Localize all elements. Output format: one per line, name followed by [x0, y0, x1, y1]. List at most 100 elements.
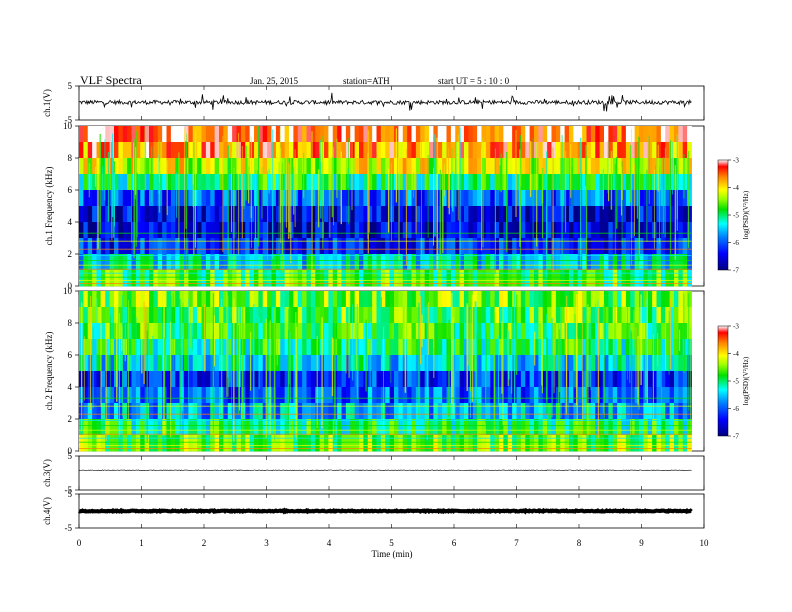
ch2-spectrogram-cell	[310, 339, 316, 356]
ch1-spectrogram-cell	[420, 126, 426, 143]
ch1-spectrogram-cell	[118, 142, 124, 159]
ch1-spectrogram-cell	[341, 270, 347, 287]
ch1-spectrogram-cell	[354, 254, 360, 271]
ch1-spectrogram-cell	[555, 174, 561, 191]
ch2-spectrogram-cell	[96, 339, 102, 356]
ch2-spectrogram-cell	[109, 387, 115, 404]
ch2-spectrogram-cell	[324, 371, 329, 388]
ch2-spectrogram-cell	[481, 323, 487, 340]
ch2-spectrogram-cell	[372, 387, 377, 404]
ch1-spectrogram-cell	[175, 158, 181, 175]
ch1-spectrogram-cell	[560, 206, 566, 223]
ch1-spectrogram-cell	[289, 254, 294, 271]
ch1-spectrogram-cell	[188, 174, 194, 191]
ch4-waveform-ytick-label: -5	[65, 523, 73, 533]
ch2-spectrogram-cell	[455, 403, 461, 420]
ch1-spectrogram-cell	[394, 238, 399, 255]
ch2-spectrogram-cell	[503, 387, 509, 404]
ch2-spectrogram-cell	[621, 435, 627, 452]
ch1-spectrogram-cell	[127, 142, 132, 159]
ch1-spectrogram-cell	[538, 142, 544, 159]
ch1-spectrogram-cell	[525, 174, 531, 191]
colorbar-ch1: -3-4-5-6-7 log(PSD)(V²/Hz)	[717, 157, 750, 275]
ch2-spectrogram-cell	[437, 339, 443, 356]
ch1-spectrogram-cell	[118, 206, 124, 223]
ch2-spectrogram-cell	[249, 435, 255, 452]
ch2-spectrogram-cell	[429, 291, 434, 308]
ch2-spectrogram-cell	[363, 435, 369, 452]
ch2-spectrogram-cell	[547, 371, 552, 388]
ch2-spectrogram-cell	[529, 339, 535, 356]
ch2-spectrogram-cell	[210, 387, 216, 404]
ch1-spectrogram-cell	[245, 222, 251, 239]
ch2-spectrogram-cell	[227, 435, 233, 452]
ch1-spectrogram-cell	[617, 238, 622, 255]
ch1-spectrogram-cell	[687, 206, 692, 223]
ch1-spectrogram-cell	[599, 190, 605, 207]
ch2-spectrogram-cell	[407, 355, 412, 372]
ch2-spectrogram-cell	[122, 355, 128, 372]
ch1-spectrogram-cell	[534, 254, 539, 271]
ch2-spectrogram-cell	[459, 371, 465, 388]
ch1-spectrogram-cell	[674, 190, 679, 207]
ch2-spectrogram-cell	[249, 323, 255, 340]
ch1-spectrogram-cell	[179, 254, 185, 271]
ch2-spectrogram-cell	[184, 387, 189, 404]
ch2-spectrogram-cell	[337, 435, 342, 452]
ch1-spectrogram-cell	[319, 206, 325, 223]
ch1-spectrogram-cell	[481, 190, 487, 207]
ch2-spectrogram-cell	[324, 387, 329, 404]
ch2-spectrogram-cell	[380, 419, 386, 436]
ch1-spectrogram-cell	[100, 174, 106, 191]
ch1-spectrogram-cell	[525, 126, 531, 143]
ch1-spectrogram-cell	[332, 238, 338, 255]
ch1-spectrogram-cell	[450, 126, 456, 143]
ch1-spectrogram-cell	[122, 190, 128, 207]
ch2-spectrogram-cell	[100, 435, 106, 452]
ch2-spectrogram-cell	[499, 403, 504, 420]
ch2-spectrogram-cell	[507, 307, 513, 324]
ch1-spectrogram-cell	[254, 222, 259, 239]
ch2-spectrogram-cell	[267, 291, 272, 308]
ch1-spectrogram-cell	[114, 222, 119, 239]
ch2-spectrogram-cell	[442, 339, 447, 356]
ch1-spectrogram-cell	[271, 126, 277, 143]
colorbar-tick-label: -5	[733, 378, 739, 386]
ch1-spectrogram-cell	[525, 238, 531, 255]
ch2-spectrogram-cell	[359, 355, 364, 372]
ch2-spectrogram-cell	[359, 323, 364, 340]
ch1-spectrogram-cell	[472, 206, 478, 223]
ch1-spectrogram-cell	[240, 190, 246, 207]
ch1-spectrogram-cell	[332, 222, 338, 239]
ch1-spectrogram-cell	[262, 158, 268, 175]
ch2-spectrogram-cell	[345, 371, 351, 388]
ch2-spectrogram-cell	[337, 291, 342, 308]
ch1-spectrogram-cell	[525, 190, 531, 207]
ch2-spectrogram-cell	[621, 371, 627, 388]
ch2-spectrogram-cell	[297, 419, 303, 436]
ch1-spectrogram-cell	[267, 142, 272, 159]
ch1-spectrogram-cell	[499, 206, 504, 223]
ch2-spectrogram-cell	[490, 323, 496, 340]
ch1-spectrogram-cell	[538, 174, 544, 191]
ch1-spectrogram-cell	[210, 142, 216, 159]
ch1-spectrogram-cell	[109, 254, 115, 271]
ch2-spectrogram-cell	[284, 387, 290, 404]
ch2-spectrogram-cell	[674, 291, 679, 308]
ch2-spectrogram-cell	[599, 435, 605, 452]
ch1-spectrogram-cell	[687, 270, 692, 287]
ch2-spectrogram-cell	[92, 339, 97, 356]
ch1-spectrogram-cell	[240, 270, 246, 287]
ch1-spectrogram-cell	[205, 206, 211, 223]
ch2-spectrogram-cell	[96, 371, 102, 388]
ch1-spectrogram-cell	[459, 270, 465, 287]
colorbar-ch2-scale	[717, 325, 729, 437]
ch2-spectrogram-cell	[643, 419, 649, 436]
ch2-spectrogram-cell	[359, 435, 364, 452]
ch1-spectrogram-cell	[122, 126, 128, 143]
ch1-spectrogram-cell	[464, 222, 469, 239]
ch2-spectrogram-cell	[560, 403, 566, 420]
ch1-spectrogram-cell	[516, 174, 522, 191]
ch1-spectrogram-bursts	[88, 126, 690, 278]
ch2-spectrogram-cell	[639, 419, 644, 436]
